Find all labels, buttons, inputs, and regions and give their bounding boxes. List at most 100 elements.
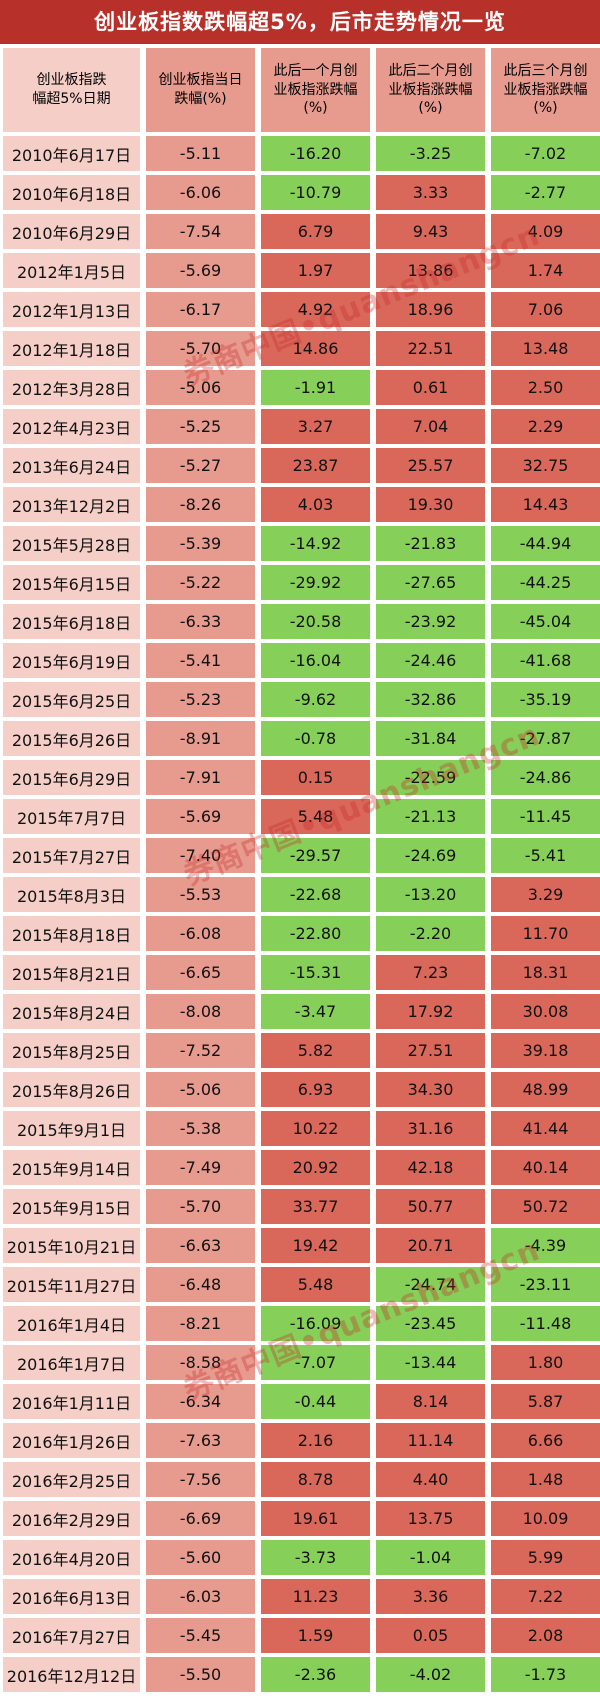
two-month-cell: -27.65 [376, 565, 485, 600]
date-cell: 2015年9月15日 [3, 1189, 140, 1224]
three-month-cell: 5.87 [491, 1384, 600, 1419]
three-month-cell: 13.48 [491, 331, 600, 366]
date-cell: 2015年8月24日 [3, 994, 140, 1029]
three-month-cell: -5.41 [491, 838, 600, 873]
three-month-cell: -11.48 [491, 1306, 600, 1341]
one-month-cell: 20.92 [261, 1150, 370, 1185]
day-drop-cell: -5.25 [146, 409, 255, 444]
one-month-cell: -29.57 [261, 838, 370, 873]
two-month-cell: -13.20 [376, 877, 485, 912]
three-month-cell: 2.29 [491, 409, 600, 444]
header-day-drop: 创业板指当日 跌幅(%) [146, 48, 255, 132]
date-cell: 2016年12月12日 [3, 1657, 140, 1692]
three-month-cell: -35.19 [491, 682, 600, 717]
header-three-month: 此后三个月创 业板指涨跌幅 (%) [491, 48, 600, 132]
date-cell: 2015年6月15日 [3, 565, 140, 600]
one-month-cell: -10.79 [261, 175, 370, 210]
day-drop-cell: -5.50 [146, 1657, 255, 1692]
day-drop-cell: -6.06 [146, 175, 255, 210]
day-drop-cell: -6.48 [146, 1267, 255, 1302]
day-drop-cell: -8.91 [146, 721, 255, 756]
one-month-cell: -22.80 [261, 916, 370, 951]
one-month-cell: -1.91 [261, 370, 370, 405]
two-month-cell: 34.30 [376, 1072, 485, 1107]
three-month-cell: 30.08 [491, 994, 600, 1029]
one-month-cell: -16.09 [261, 1306, 370, 1341]
two-month-cell: -23.45 [376, 1306, 485, 1341]
day-drop-cell: -5.69 [146, 799, 255, 834]
one-month-cell: -0.78 [261, 721, 370, 756]
one-month-cell: 19.42 [261, 1228, 370, 1263]
two-month-cell: 27.51 [376, 1033, 485, 1068]
day-drop-cell: -5.60 [146, 1540, 255, 1575]
one-month-cell: -2.36 [261, 1657, 370, 1692]
one-month-cell: -14.92 [261, 526, 370, 561]
three-month-cell: 4.09 [491, 214, 600, 249]
date-cell: 2013年12月2日 [3, 487, 140, 522]
two-month-cell: 4.40 [376, 1462, 485, 1497]
two-month-cell: 3.33 [376, 175, 485, 210]
date-cell: 2016年1月4日 [3, 1306, 140, 1341]
day-drop-cell: -5.70 [146, 331, 255, 366]
three-month-cell: 2.08 [491, 1618, 600, 1653]
date-cell: 2015年7月27日 [3, 838, 140, 873]
day-drop-cell: -8.21 [146, 1306, 255, 1341]
three-month-cell: 2.50 [491, 370, 600, 405]
three-month-cell: 1.48 [491, 1462, 600, 1497]
one-month-cell: 23.87 [261, 448, 370, 483]
day-drop-cell: -5.53 [146, 877, 255, 912]
one-month-cell: 1.97 [261, 253, 370, 288]
two-month-cell: 42.18 [376, 1150, 485, 1185]
date-cell: 2016年1月26日 [3, 1423, 140, 1458]
two-month-cell: 7.23 [376, 955, 485, 990]
one-month-cell: 11.23 [261, 1579, 370, 1614]
two-month-cell: 18.96 [376, 292, 485, 327]
date-cell: 2015年6月26日 [3, 721, 140, 756]
one-month-cell: -16.04 [261, 643, 370, 678]
one-month-cell: -3.47 [261, 994, 370, 1029]
two-month-cell: 9.43 [376, 214, 485, 249]
three-month-cell: -45.04 [491, 604, 600, 639]
day-drop-cell: -6.65 [146, 955, 255, 990]
two-month-cell: -4.02 [376, 1657, 485, 1692]
three-month-cell: 50.72 [491, 1189, 600, 1224]
one-month-cell: 1.59 [261, 1618, 370, 1653]
day-drop-cell: -7.54 [146, 214, 255, 249]
date-cell: 2015年8月26日 [3, 1072, 140, 1107]
three-month-cell: -24.86 [491, 760, 600, 795]
date-cell: 2012年1月5日 [3, 253, 140, 288]
two-month-cell: -3.25 [376, 136, 485, 171]
one-month-cell: -16.20 [261, 136, 370, 171]
two-month-cell: 13.75 [376, 1501, 485, 1536]
day-drop-cell: -5.11 [146, 136, 255, 171]
day-drop-cell: -8.08 [146, 994, 255, 1029]
two-month-cell: -21.83 [376, 526, 485, 561]
date-cell: 2015年11月27日 [3, 1267, 140, 1302]
date-cell: 2010年6月18日 [3, 175, 140, 210]
two-month-cell: 19.30 [376, 487, 485, 522]
one-month-cell: 5.82 [261, 1033, 370, 1068]
date-cell: 2012年1月13日 [3, 292, 140, 327]
day-drop-cell: -6.17 [146, 292, 255, 327]
day-drop-cell: -5.27 [146, 448, 255, 483]
day-drop-cell: -6.08 [146, 916, 255, 951]
day-drop-cell: -6.03 [146, 1579, 255, 1614]
one-month-cell: 2.16 [261, 1423, 370, 1458]
date-cell: 2016年4月20日 [3, 1540, 140, 1575]
two-month-cell: -13.44 [376, 1345, 485, 1380]
two-month-cell: 25.57 [376, 448, 485, 483]
date-cell: 2016年2月25日 [3, 1462, 140, 1497]
two-month-cell: 20.71 [376, 1228, 485, 1263]
one-month-cell: 33.77 [261, 1189, 370, 1224]
day-drop-cell: -5.45 [146, 1618, 255, 1653]
three-month-cell: 41.44 [491, 1111, 600, 1146]
one-month-cell: -22.68 [261, 877, 370, 912]
three-month-cell: 18.31 [491, 955, 600, 990]
date-cell: 2016年1月11日 [3, 1384, 140, 1419]
date-cell: 2012年1月18日 [3, 331, 140, 366]
three-month-cell: 5.99 [491, 1540, 600, 1575]
one-month-cell: 14.86 [261, 331, 370, 366]
day-drop-cell: -6.33 [146, 604, 255, 639]
one-month-cell: -7.07 [261, 1345, 370, 1380]
